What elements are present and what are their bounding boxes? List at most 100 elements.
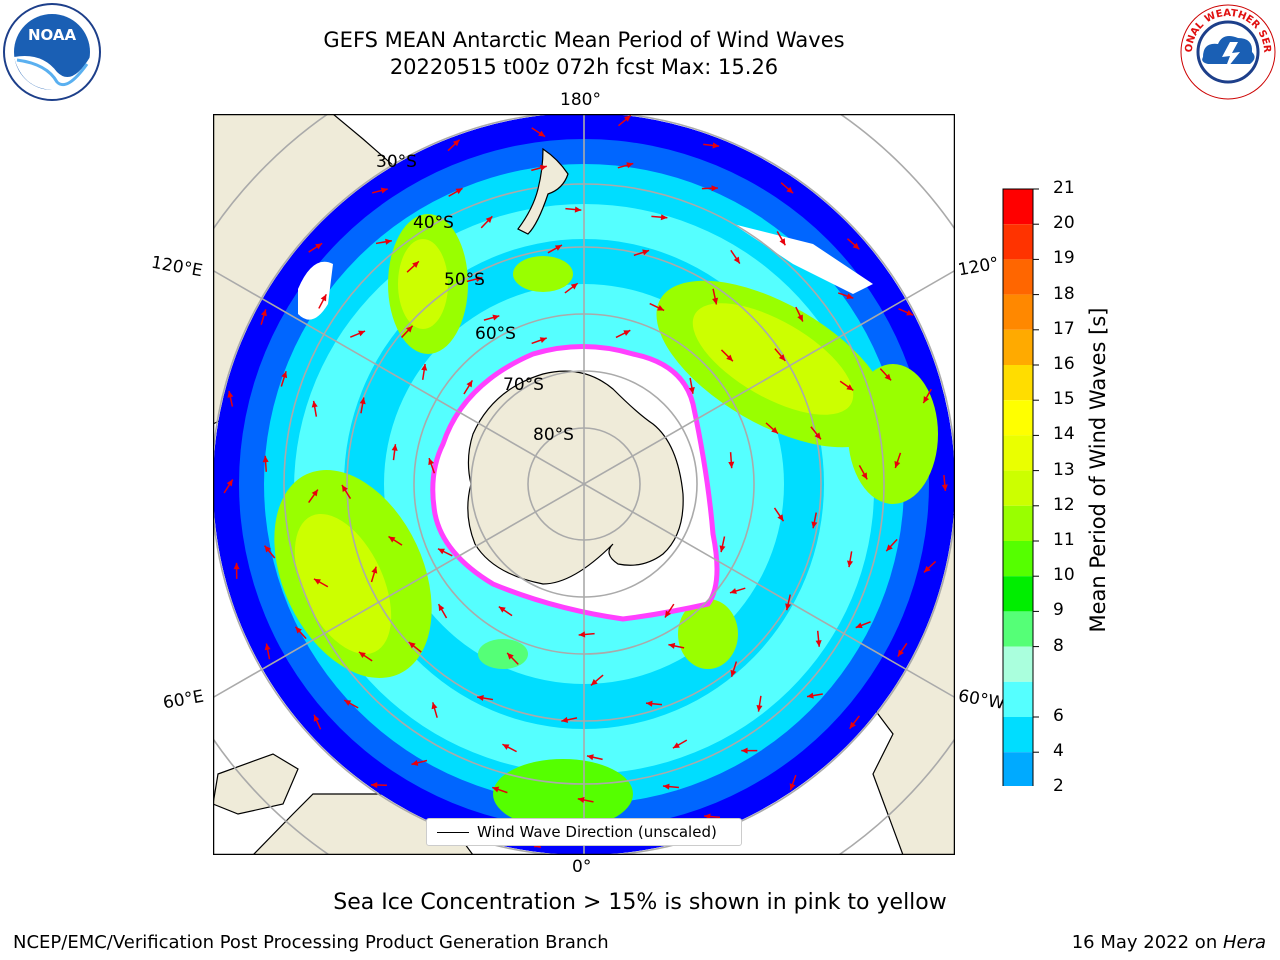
wind-arrow bbox=[765, 422, 779, 435]
wind-arrow bbox=[795, 306, 804, 322]
noaa-logo: NOAA bbox=[3, 3, 101, 101]
wind-direction-arrows bbox=[223, 114, 948, 848]
polar-map bbox=[213, 114, 955, 855]
wind-arrow bbox=[645, 700, 663, 707]
run-date: 16 May 2022 on Hera bbox=[1072, 932, 1266, 953]
wind-arrow bbox=[617, 114, 632, 127]
wind-arrow bbox=[401, 325, 414, 338]
wind-arrow bbox=[318, 293, 327, 309]
wind-arrow bbox=[730, 249, 741, 264]
wind-arrow bbox=[308, 242, 323, 253]
wind-arrow bbox=[308, 489, 319, 504]
wind-arrow bbox=[466, 276, 483, 283]
madagascar-land bbox=[213, 753, 299, 815]
map-legend: Wind Wave Direction (unscaled) bbox=[426, 818, 742, 846]
wind-arrow bbox=[741, 747, 758, 754]
colorbar-segment bbox=[1003, 576, 1033, 612]
wind-arrow bbox=[720, 349, 734, 362]
legend-line-sample bbox=[437, 831, 469, 833]
new-zealand-land bbox=[517, 147, 569, 235]
colorbar-segment bbox=[1003, 752, 1033, 786]
wind-arrow bbox=[577, 796, 594, 803]
wind-arrow bbox=[846, 238, 860, 250]
wind-arrow bbox=[313, 714, 322, 730]
wind-arrow bbox=[531, 127, 546, 138]
wind-arrow bbox=[349, 330, 366, 338]
wind-arrow bbox=[483, 314, 500, 321]
colorbar-segment bbox=[1003, 470, 1033, 506]
wind-arrow bbox=[774, 348, 786, 362]
wind-arrow bbox=[531, 164, 547, 172]
wind-arrow bbox=[923, 560, 937, 573]
nws-logo: NATIONAL WEATHER SERVICE bbox=[1178, 2, 1276, 100]
wind-arrow bbox=[810, 426, 822, 440]
antarctica-land bbox=[467, 370, 684, 585]
wind-arrow bbox=[260, 309, 267, 325]
wind-arrow bbox=[780, 182, 794, 194]
wind-arrow bbox=[806, 692, 823, 699]
wind-arrow bbox=[651, 214, 668, 221]
colorbar-segment bbox=[1003, 646, 1033, 682]
wind-arrow bbox=[578, 631, 595, 638]
wind-arrow bbox=[408, 641, 422, 653]
wind-arrow bbox=[662, 783, 679, 790]
wind-arrow bbox=[341, 484, 352, 499]
colorbar-segment bbox=[1003, 365, 1033, 401]
noaa-logo-text: NOAA bbox=[28, 26, 77, 44]
colorbar-segment bbox=[1003, 294, 1033, 330]
wind-arrow bbox=[712, 288, 719, 305]
colorbar-tick-label: 21 bbox=[1053, 178, 1075, 198]
colorbar-segment bbox=[1003, 541, 1033, 577]
lon-label-top: 180° bbox=[560, 90, 601, 110]
lon-label-bottom: 0° bbox=[572, 857, 592, 877]
wind-arrow bbox=[688, 377, 695, 394]
lat-label-80: 80°S bbox=[533, 425, 574, 445]
wind-arrow bbox=[649, 302, 665, 312]
wind-arrow bbox=[506, 652, 519, 665]
colorbar-tick-label: 6 bbox=[1053, 706, 1064, 726]
wind-arrow bbox=[359, 397, 366, 414]
wind-arrow bbox=[633, 249, 650, 257]
colorbar-tick-label: 13 bbox=[1053, 459, 1075, 480]
colorbar-tick-label: 4 bbox=[1053, 741, 1064, 762]
wind-arrow bbox=[719, 536, 726, 553]
colorbar-segment bbox=[1003, 611, 1033, 647]
wind-arrow bbox=[855, 621, 871, 629]
colorbar-segment bbox=[1003, 681, 1033, 717]
colorbar-segment bbox=[1003, 435, 1033, 471]
wind-arrow bbox=[941, 474, 948, 492]
wind-arrow bbox=[849, 715, 860, 730]
colorbar-tick-label: 2 bbox=[1053, 776, 1064, 797]
wind-arrow bbox=[668, 642, 685, 649]
wind-arrow bbox=[617, 162, 634, 169]
wind-arrow bbox=[370, 566, 378, 583]
lat-label-50: 50°S bbox=[444, 270, 485, 290]
wind-arrow bbox=[811, 512, 818, 529]
wind-arrow bbox=[421, 363, 428, 380]
wind-arrow bbox=[590, 674, 604, 687]
wind-arrow bbox=[431, 702, 438, 718]
wind-arrow bbox=[531, 337, 547, 345]
wind-arrow bbox=[885, 538, 898, 552]
wind-arrow bbox=[502, 743, 517, 753]
wind-arrow bbox=[406, 260, 420, 273]
wind-arrow bbox=[586, 754, 603, 761]
lon-label-left-upper: 120°E bbox=[149, 252, 205, 282]
colorbar-tick-label: 10 bbox=[1053, 565, 1075, 586]
wind-arrow bbox=[358, 651, 373, 662]
colorbar bbox=[1002, 188, 1039, 786]
wind-arrow bbox=[343, 699, 359, 709]
lat-label-40: 40°S bbox=[413, 213, 454, 233]
colorbar-tick-label: 8 bbox=[1053, 635, 1064, 656]
colorbar-segment bbox=[1003, 259, 1033, 295]
colorbar-segment bbox=[1003, 189, 1033, 225]
wind-arrow bbox=[565, 206, 582, 213]
colorbar-tick-label: 17 bbox=[1053, 318, 1075, 339]
legend-label: Wind Wave Direction (unscaled) bbox=[477, 823, 717, 841]
wind-arrow bbox=[776, 231, 786, 246]
wind-arrow bbox=[756, 695, 763, 712]
wind-arrow bbox=[233, 562, 240, 579]
wind-arrow bbox=[672, 739, 688, 749]
lat-label-70: 70°S bbox=[503, 375, 544, 395]
lon-label-right-lower: 60°W bbox=[956, 686, 1007, 714]
